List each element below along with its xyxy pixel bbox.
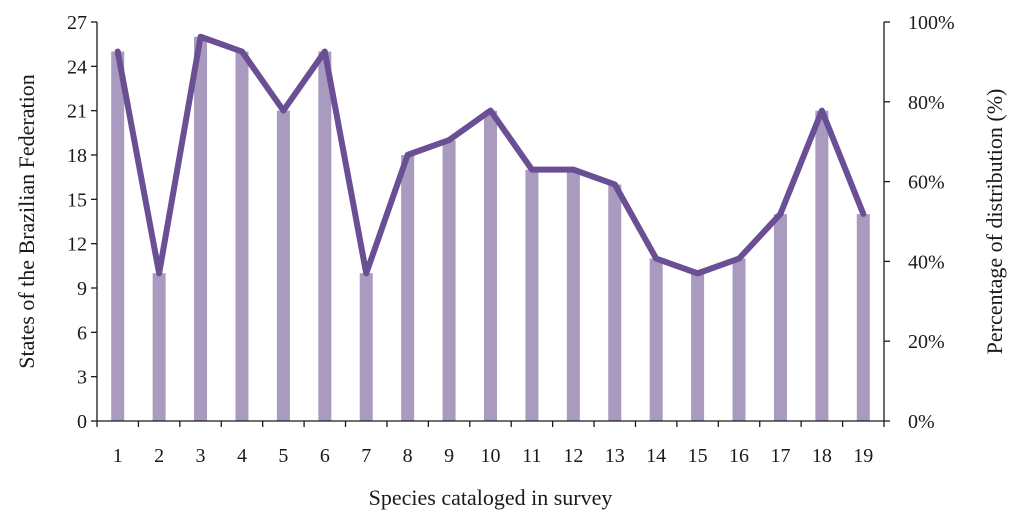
bar (608, 184, 622, 421)
y-tick-label: 21 (67, 101, 87, 123)
x-tick-label: 13 (605, 445, 625, 467)
line-point (488, 108, 493, 114)
bar (649, 258, 663, 421)
line-point (446, 137, 452, 143)
y2-tick-label: 0% (908, 411, 935, 433)
x-tick-label: 14 (646, 445, 666, 467)
x-tick-label: 18 (812, 445, 832, 467)
bar (856, 214, 870, 421)
line-point (570, 167, 576, 173)
x-tick-label: 6 (320, 445, 330, 467)
y2-tick-label: 80% (908, 92, 945, 114)
x-tick-label: 12 (563, 445, 583, 467)
x-tick-label: 17 (770, 445, 790, 467)
bar (525, 169, 539, 421)
bar (815, 110, 829, 422)
x-tick-label: 10 (481, 445, 501, 467)
bar (401, 155, 415, 421)
x-tick-label: 9 (444, 445, 454, 467)
y-tick-label: 9 (77, 278, 87, 300)
line-point (612, 181, 618, 187)
y2-tick-label: 60% (908, 172, 945, 194)
bar (152, 273, 166, 421)
x-tick-label: 11 (522, 445, 541, 467)
y-tick-label: 12 (67, 234, 87, 256)
bar-series (111, 36, 870, 422)
y-tick-label: 27 (67, 12, 87, 34)
y-tick-label: 15 (67, 189, 87, 211)
axes (91, 21, 890, 427)
x-tick-label: 4 (237, 445, 247, 467)
line-series (114, 33, 867, 277)
bar (484, 110, 497, 422)
x-tick-label: 5 (278, 445, 288, 467)
line-point (322, 49, 328, 55)
y-tick-label: 3 (77, 367, 87, 389)
y-tick-label: 18 (67, 145, 87, 167)
x-tick-label: 7 (361, 445, 371, 467)
y2-tick-label: 20% (908, 331, 945, 353)
bar (359, 273, 373, 421)
bar (111, 51, 125, 422)
x-tick-label: 16 (729, 445, 749, 467)
y-tick-label: 0 (77, 411, 87, 433)
x-tick-label: 2 (154, 445, 164, 467)
bar (318, 51, 332, 422)
line-point (405, 152, 411, 158)
line-point (198, 34, 204, 40)
y2-axis-title: Percentage of distribution (%) (982, 89, 1007, 355)
line-point (695, 270, 701, 276)
bar (773, 214, 787, 421)
bar (691, 273, 705, 421)
line-point (777, 211, 783, 217)
line-point (156, 270, 162, 276)
bar (235, 51, 249, 422)
y2-tick-label: 100% (908, 12, 955, 34)
x-tick-label: 8 (403, 445, 413, 467)
y2-tick-label: 40% (908, 251, 945, 273)
bar (276, 110, 290, 422)
y-axis-title: States of the Brazilian Federation (14, 74, 39, 368)
bar (442, 140, 456, 421)
line-point (363, 270, 369, 276)
x-tick-label: 15 (688, 445, 708, 467)
x-tick-label: 3 (196, 445, 206, 467)
line-point (280, 108, 286, 114)
y-tick-label: 24 (67, 56, 87, 78)
line-point (653, 256, 659, 262)
bar (194, 36, 208, 422)
bar (566, 169, 580, 421)
line-point (529, 167, 535, 173)
line-point (819, 108, 825, 114)
x-tick-label: 1 (113, 445, 123, 467)
bar (732, 258, 746, 421)
line-point (860, 211, 866, 217)
y-tick-label: 6 (77, 322, 87, 344)
line-point (115, 49, 121, 55)
x-tick-label: 19 (853, 445, 873, 467)
line-point (239, 49, 245, 55)
x-axis-title: Species cataloged in survey (369, 485, 613, 510)
line-point (736, 256, 742, 262)
